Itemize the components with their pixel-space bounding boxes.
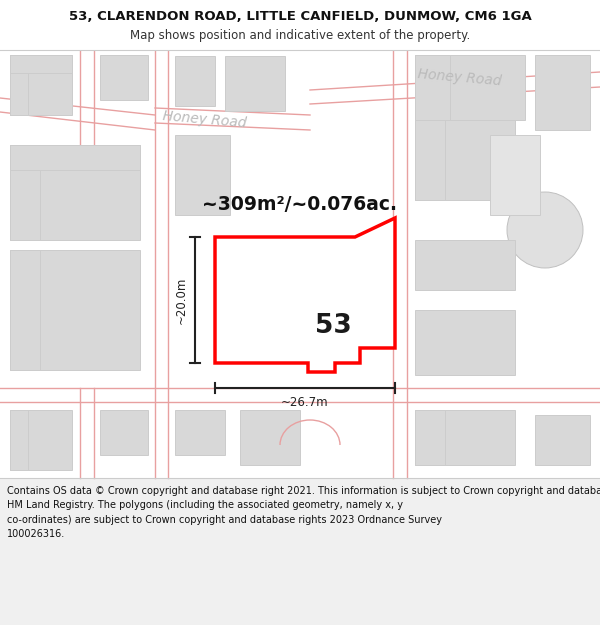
Bar	[240, 410, 300, 465]
Text: Honey Road: Honey Road	[418, 68, 503, 89]
Bar	[415, 55, 450, 120]
Bar	[415, 310, 515, 375]
Bar	[175, 410, 225, 455]
Bar	[415, 120, 445, 200]
Bar	[100, 410, 148, 455]
Bar	[10, 55, 72, 115]
Bar	[0, 0, 600, 50]
Bar	[535, 55, 590, 130]
Bar	[10, 145, 140, 240]
Bar	[490, 135, 540, 215]
Text: ~20.0m: ~20.0m	[175, 276, 187, 324]
Bar	[225, 56, 285, 111]
Bar	[175, 135, 230, 215]
Bar	[415, 55, 525, 120]
Bar	[10, 145, 40, 240]
Bar	[10, 410, 72, 470]
Text: Honey Road: Honey Road	[163, 109, 248, 131]
Bar	[0, 50, 600, 478]
Text: ~26.7m: ~26.7m	[281, 396, 329, 409]
Bar	[415, 240, 515, 290]
Bar	[415, 410, 445, 465]
Text: Map shows position and indicative extent of the property.: Map shows position and indicative extent…	[130, 29, 470, 41]
Bar	[10, 55, 72, 73]
Bar	[100, 55, 148, 100]
Circle shape	[507, 192, 583, 268]
Text: 53: 53	[315, 313, 352, 339]
Text: ~309m²/~0.076ac.: ~309m²/~0.076ac.	[203, 196, 398, 214]
Bar	[10, 145, 140, 170]
Bar	[10, 250, 140, 370]
Bar	[415, 120, 515, 200]
Bar	[175, 56, 215, 106]
Polygon shape	[215, 218, 395, 372]
Bar	[10, 55, 28, 115]
Bar	[535, 415, 590, 465]
Text: 53, CLARENDON ROAD, LITTLE CANFIELD, DUNMOW, CM6 1GA: 53, CLARENDON ROAD, LITTLE CANFIELD, DUN…	[68, 11, 532, 24]
Bar	[415, 410, 515, 465]
Text: Contains OS data © Crown copyright and database right 2021. This information is : Contains OS data © Crown copyright and d…	[7, 486, 600, 539]
Bar	[10, 410, 28, 470]
Bar	[10, 250, 40, 370]
